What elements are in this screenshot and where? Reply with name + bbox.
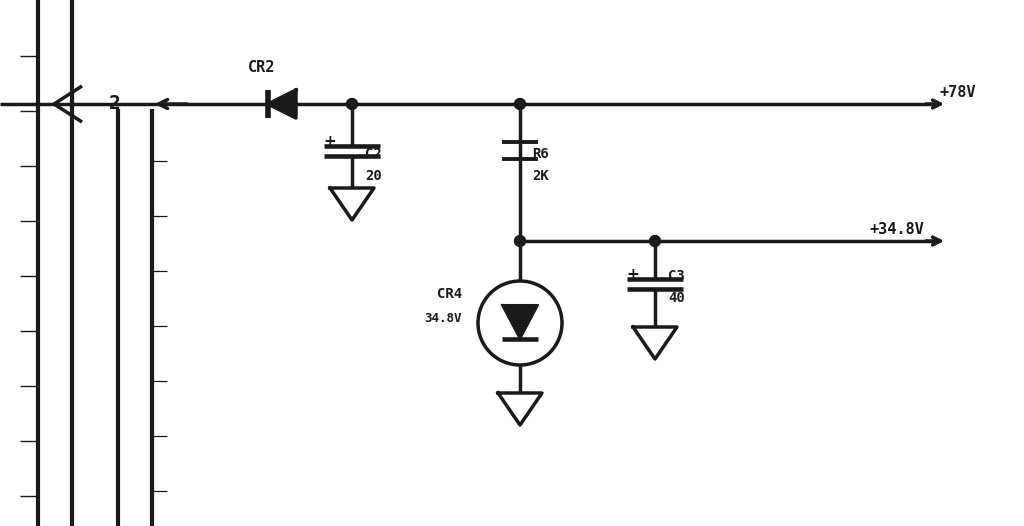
Circle shape [514,236,525,247]
Polygon shape [498,393,542,425]
Text: C3: C3 [668,269,685,283]
Polygon shape [330,188,374,220]
Text: 2K: 2K [532,169,549,183]
Circle shape [649,236,660,247]
Text: +34.8V: +34.8V [870,222,925,238]
Text: +78V: +78V [940,86,977,100]
Text: 40: 40 [668,291,685,305]
Circle shape [514,98,525,109]
Polygon shape [268,90,296,118]
Text: C2: C2 [365,147,382,161]
Text: 34.8V: 34.8V [425,311,462,325]
Polygon shape [502,305,538,339]
Circle shape [346,98,357,109]
Text: CR2: CR2 [248,60,275,76]
Text: +: + [627,268,639,282]
Text: +: + [324,135,336,149]
Text: 2: 2 [110,95,121,114]
Text: R6: R6 [532,147,549,161]
Text: CR4: CR4 [437,287,462,301]
Polygon shape [633,327,677,359]
Text: 20: 20 [365,169,382,183]
